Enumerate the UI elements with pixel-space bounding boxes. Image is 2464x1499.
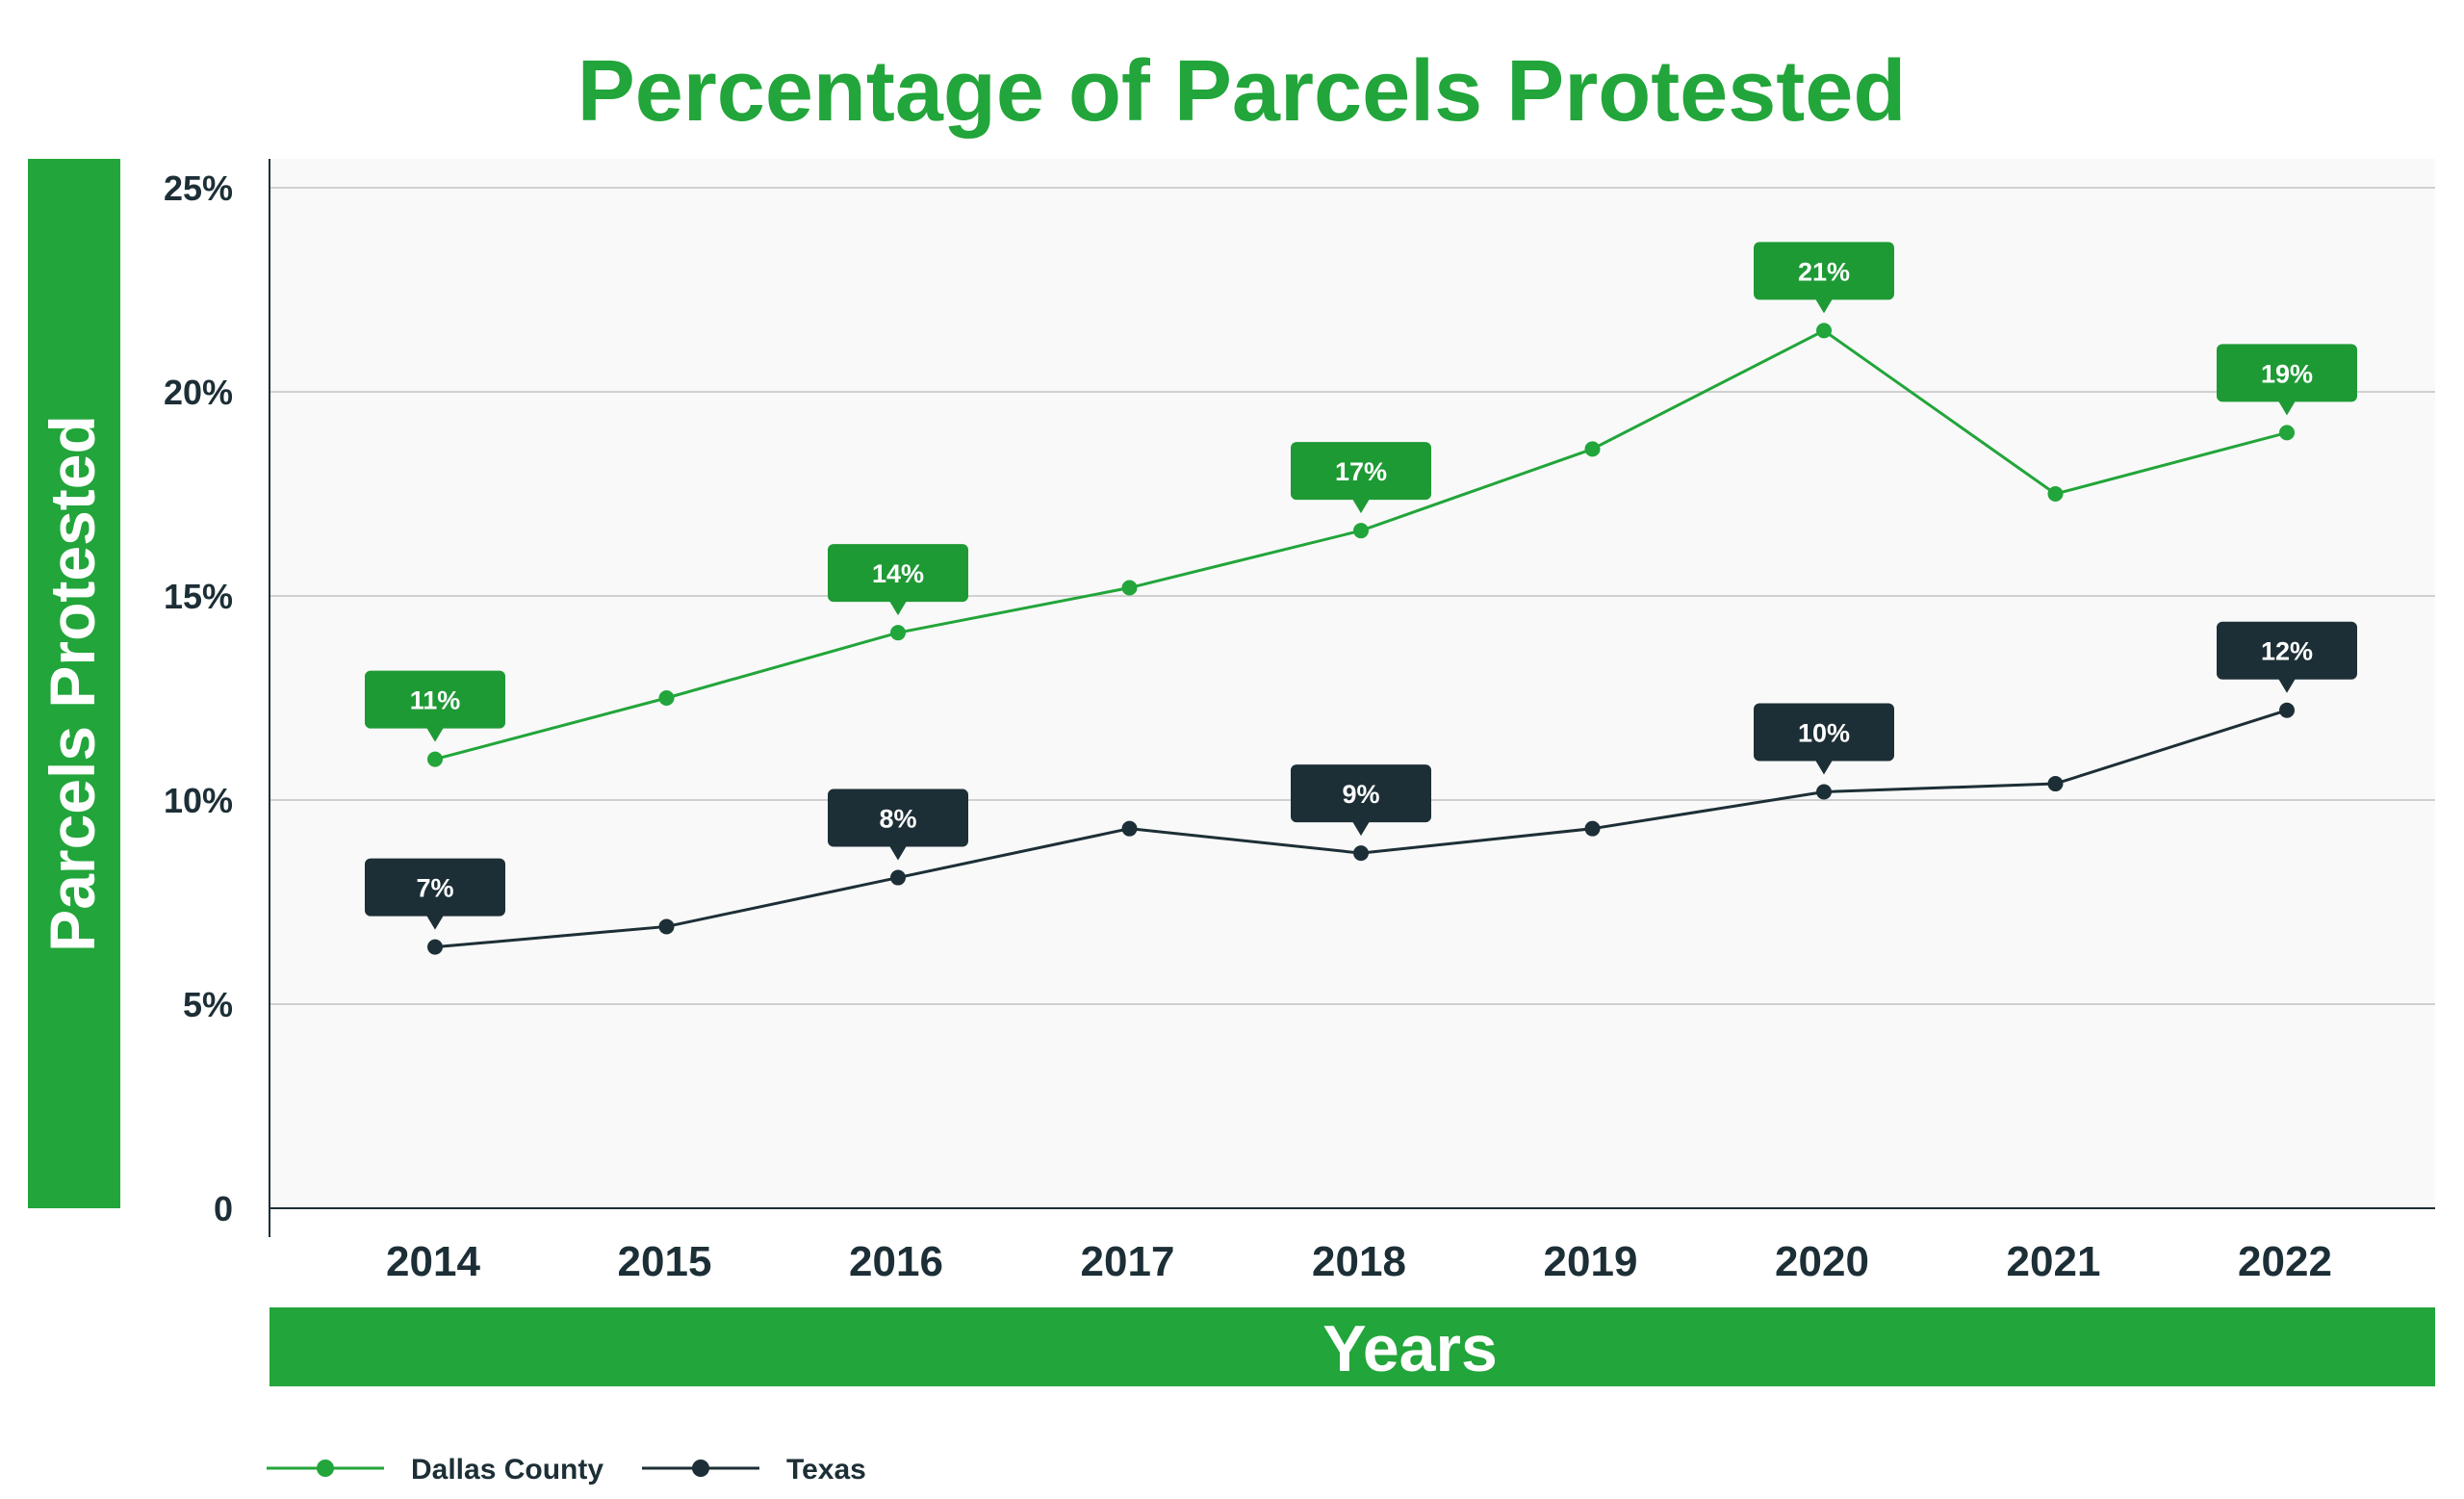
data-point-texas <box>890 869 906 886</box>
y-axis-label-band <box>28 159 120 1208</box>
legend-swatch-marker <box>317 1460 334 1477</box>
y-tick-label: 25% <box>164 168 233 208</box>
svg-text:17%: 17% <box>1335 457 1387 486</box>
svg-text:11%: 11% <box>410 686 461 715</box>
legend-label: Texas <box>786 1454 866 1486</box>
data-label-texas: 8% <box>828 788 968 861</box>
y-axis-ticks: 0 5% 10% 15% 20% 25% <box>164 168 233 1228</box>
data-label-dallas-county: 21% <box>1754 242 1894 314</box>
data-label-texas: 7% <box>365 858 505 930</box>
svg-text:10%: 10% <box>1798 719 1850 748</box>
data-point-dallas-county <box>658 690 675 706</box>
data-point-dallas-county <box>890 625 906 641</box>
svg-text:21%: 21% <box>1798 257 1850 286</box>
data-point-dallas-county <box>1816 323 1832 339</box>
chart-title: Percentage of Parcels Protested <box>578 43 1907 140</box>
data-point-texas <box>1353 845 1369 862</box>
data-point-dallas-county <box>2279 425 2295 441</box>
data-label-dallas-county: 17% <box>1291 442 1431 514</box>
x-tick-label: 2019 <box>1544 1238 1638 1285</box>
x-tick-label: 2015 <box>618 1238 712 1285</box>
svg-text:12%: 12% <box>2261 637 2313 666</box>
svg-text:7%: 7% <box>416 874 453 903</box>
series <box>427 323 2295 955</box>
y-tick-label: 20% <box>164 373 233 412</box>
y-axis-label: Parcels Protested <box>37 415 108 952</box>
y-tick-label: 5% <box>183 985 233 1024</box>
data-point-texas <box>427 939 443 955</box>
svg-text:9%: 9% <box>1342 780 1379 809</box>
svg-text:19%: 19% <box>2261 359 2313 388</box>
data-point-texas <box>658 918 675 935</box>
data-point-texas <box>2279 702 2295 718</box>
plot-area <box>270 159 2435 1208</box>
legend-item: Texas <box>642 1454 866 1486</box>
x-tick-label: 2020 <box>1775 1238 1869 1285</box>
x-axis-label-band <box>270 1307 2435 1386</box>
x-tick-label: 2022 <box>2238 1238 2332 1285</box>
data-label-texas: 9% <box>1291 764 1431 837</box>
legend-item: Dallas County <box>267 1454 603 1486</box>
legend-swatch-marker <box>692 1460 709 1477</box>
y-tick-label: 15% <box>164 577 233 616</box>
data-label-dallas-county: 19% <box>2217 344 2357 416</box>
y-tick-label: 0 <box>214 1189 233 1228</box>
data-point-dallas-county <box>1353 523 1369 539</box>
x-tick-label: 2021 <box>2007 1238 2101 1285</box>
data-point-dallas-county <box>2047 486 2064 502</box>
data-point-dallas-county <box>427 751 443 767</box>
x-axis-label: Years <box>1322 1312 1498 1385</box>
x-tick-label: 2014 <box>386 1238 480 1285</box>
data-point-texas <box>1121 820 1138 837</box>
y-tick-label: 10% <box>164 781 233 820</box>
data-label-texas: 10% <box>1754 703 1894 775</box>
data-point-texas <box>2047 776 2064 792</box>
data-point-texas <box>1584 820 1601 837</box>
svg-text:14%: 14% <box>872 559 924 588</box>
x-tick-label: 2017 <box>1081 1238 1175 1285</box>
data-point-dallas-county <box>1584 441 1601 457</box>
x-axis-ticks: 2014 2015 2016 2017 2018 2019 2020 2021 2022 <box>386 1238 2332 1285</box>
data-label-texas: 12% <box>2217 621 2357 693</box>
data-point-texas <box>1816 784 1832 800</box>
data-label-dallas-county: 11% <box>365 670 505 742</box>
legend: Dallas County Texas <box>267 1454 866 1486</box>
x-tick-label: 2018 <box>1312 1238 1406 1285</box>
data-label-dallas-county: 14% <box>828 544 968 616</box>
legend-label: Dallas County <box>411 1454 603 1486</box>
data-point-dallas-county <box>1121 580 1138 596</box>
data-labels: 11% 14% 17% 21% 19% 7% 8% 9% 10% 12% <box>365 242 2357 930</box>
x-tick-label: 2016 <box>849 1238 943 1285</box>
svg-text:8%: 8% <box>879 805 916 834</box>
